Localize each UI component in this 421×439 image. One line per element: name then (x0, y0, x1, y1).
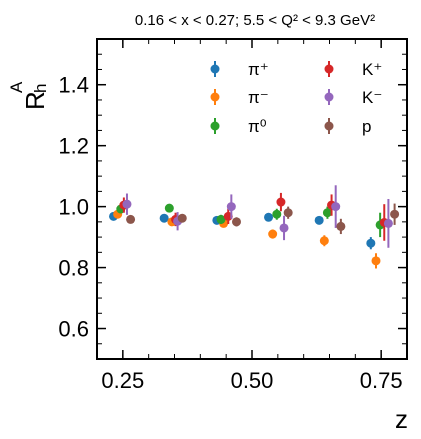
data-point (232, 217, 241, 227)
legend-item: π⁺ (210, 60, 269, 79)
legend-label: π⁻ (248, 88, 269, 107)
axis-ticks: 0.25 0.50 0.75 0.6 0.8 1.0 1.2 1.4 (58, 38, 408, 393)
legend-item: K⁻ (324, 88, 382, 107)
plot-frame (96, 38, 408, 360)
y-axis-label-sup: A (7, 81, 26, 93)
series-5 (126, 203, 400, 235)
data-point (159, 213, 169, 223)
legend-marker (210, 121, 220, 131)
data-point (216, 214, 226, 224)
y-tick-label: 0.8 (58, 256, 89, 281)
data-point (164, 203, 174, 213)
legend-marker (210, 64, 220, 74)
legend-label: p (362, 117, 371, 136)
legend-marker (324, 92, 334, 102)
data-point (336, 221, 346, 231)
x-tick-label: 0.75 (360, 368, 403, 393)
data-point (268, 229, 278, 239)
y-tick-label: 1.2 (58, 134, 89, 159)
data-point (276, 197, 286, 207)
data-point (383, 218, 393, 228)
y-tick-label: 1.4 (58, 73, 89, 98)
data-point (371, 256, 381, 266)
legend-marker (324, 121, 334, 131)
legend-label: π⁰ (248, 117, 267, 136)
data-point (283, 208, 293, 218)
x-tick-label: 0.50 (231, 368, 274, 393)
chart-title: 0.16 < x < 0.27; 5.5 < Q² < 9.3 GeV² (135, 12, 375, 29)
legend-marker (210, 92, 220, 102)
series-3 (119, 192, 389, 241)
y-axis-label-main: R (20, 91, 50, 110)
data-point (264, 212, 274, 222)
legend-marker (324, 64, 334, 74)
legend-label: K⁻ (362, 88, 382, 107)
legend-item: π⁰ (210, 117, 267, 136)
data-marks (109, 185, 400, 269)
x-axis-label: z (395, 404, 408, 434)
data-point (122, 199, 132, 209)
y-tick-label: 0.6 (58, 317, 89, 342)
series-1 (113, 209, 381, 269)
data-point (314, 215, 324, 225)
legend-label: K⁺ (362, 60, 382, 79)
data-point (226, 202, 236, 212)
data-point (126, 214, 136, 224)
data-point (177, 213, 187, 223)
data-point (390, 209, 400, 219)
legend-item: π⁻ (210, 88, 269, 107)
data-point (279, 223, 289, 233)
data-point (272, 209, 282, 219)
y-axis-label-sub: h (31, 84, 50, 93)
data-point (322, 208, 332, 218)
y-axis-label: R A h (7, 81, 50, 110)
data-point (319, 236, 329, 246)
legend-item: K⁺ (324, 60, 382, 79)
y-tick-label: 1.0 (58, 195, 89, 220)
legend-item: p (324, 117, 371, 136)
legend: π⁺ π⁻ π⁰ K⁺ K⁻ p (210, 60, 382, 136)
legend-label: π⁺ (248, 60, 269, 79)
data-point (331, 202, 341, 212)
series-2 (116, 203, 385, 238)
x-tick-label: 0.25 (101, 368, 144, 393)
data-point (366, 238, 376, 248)
